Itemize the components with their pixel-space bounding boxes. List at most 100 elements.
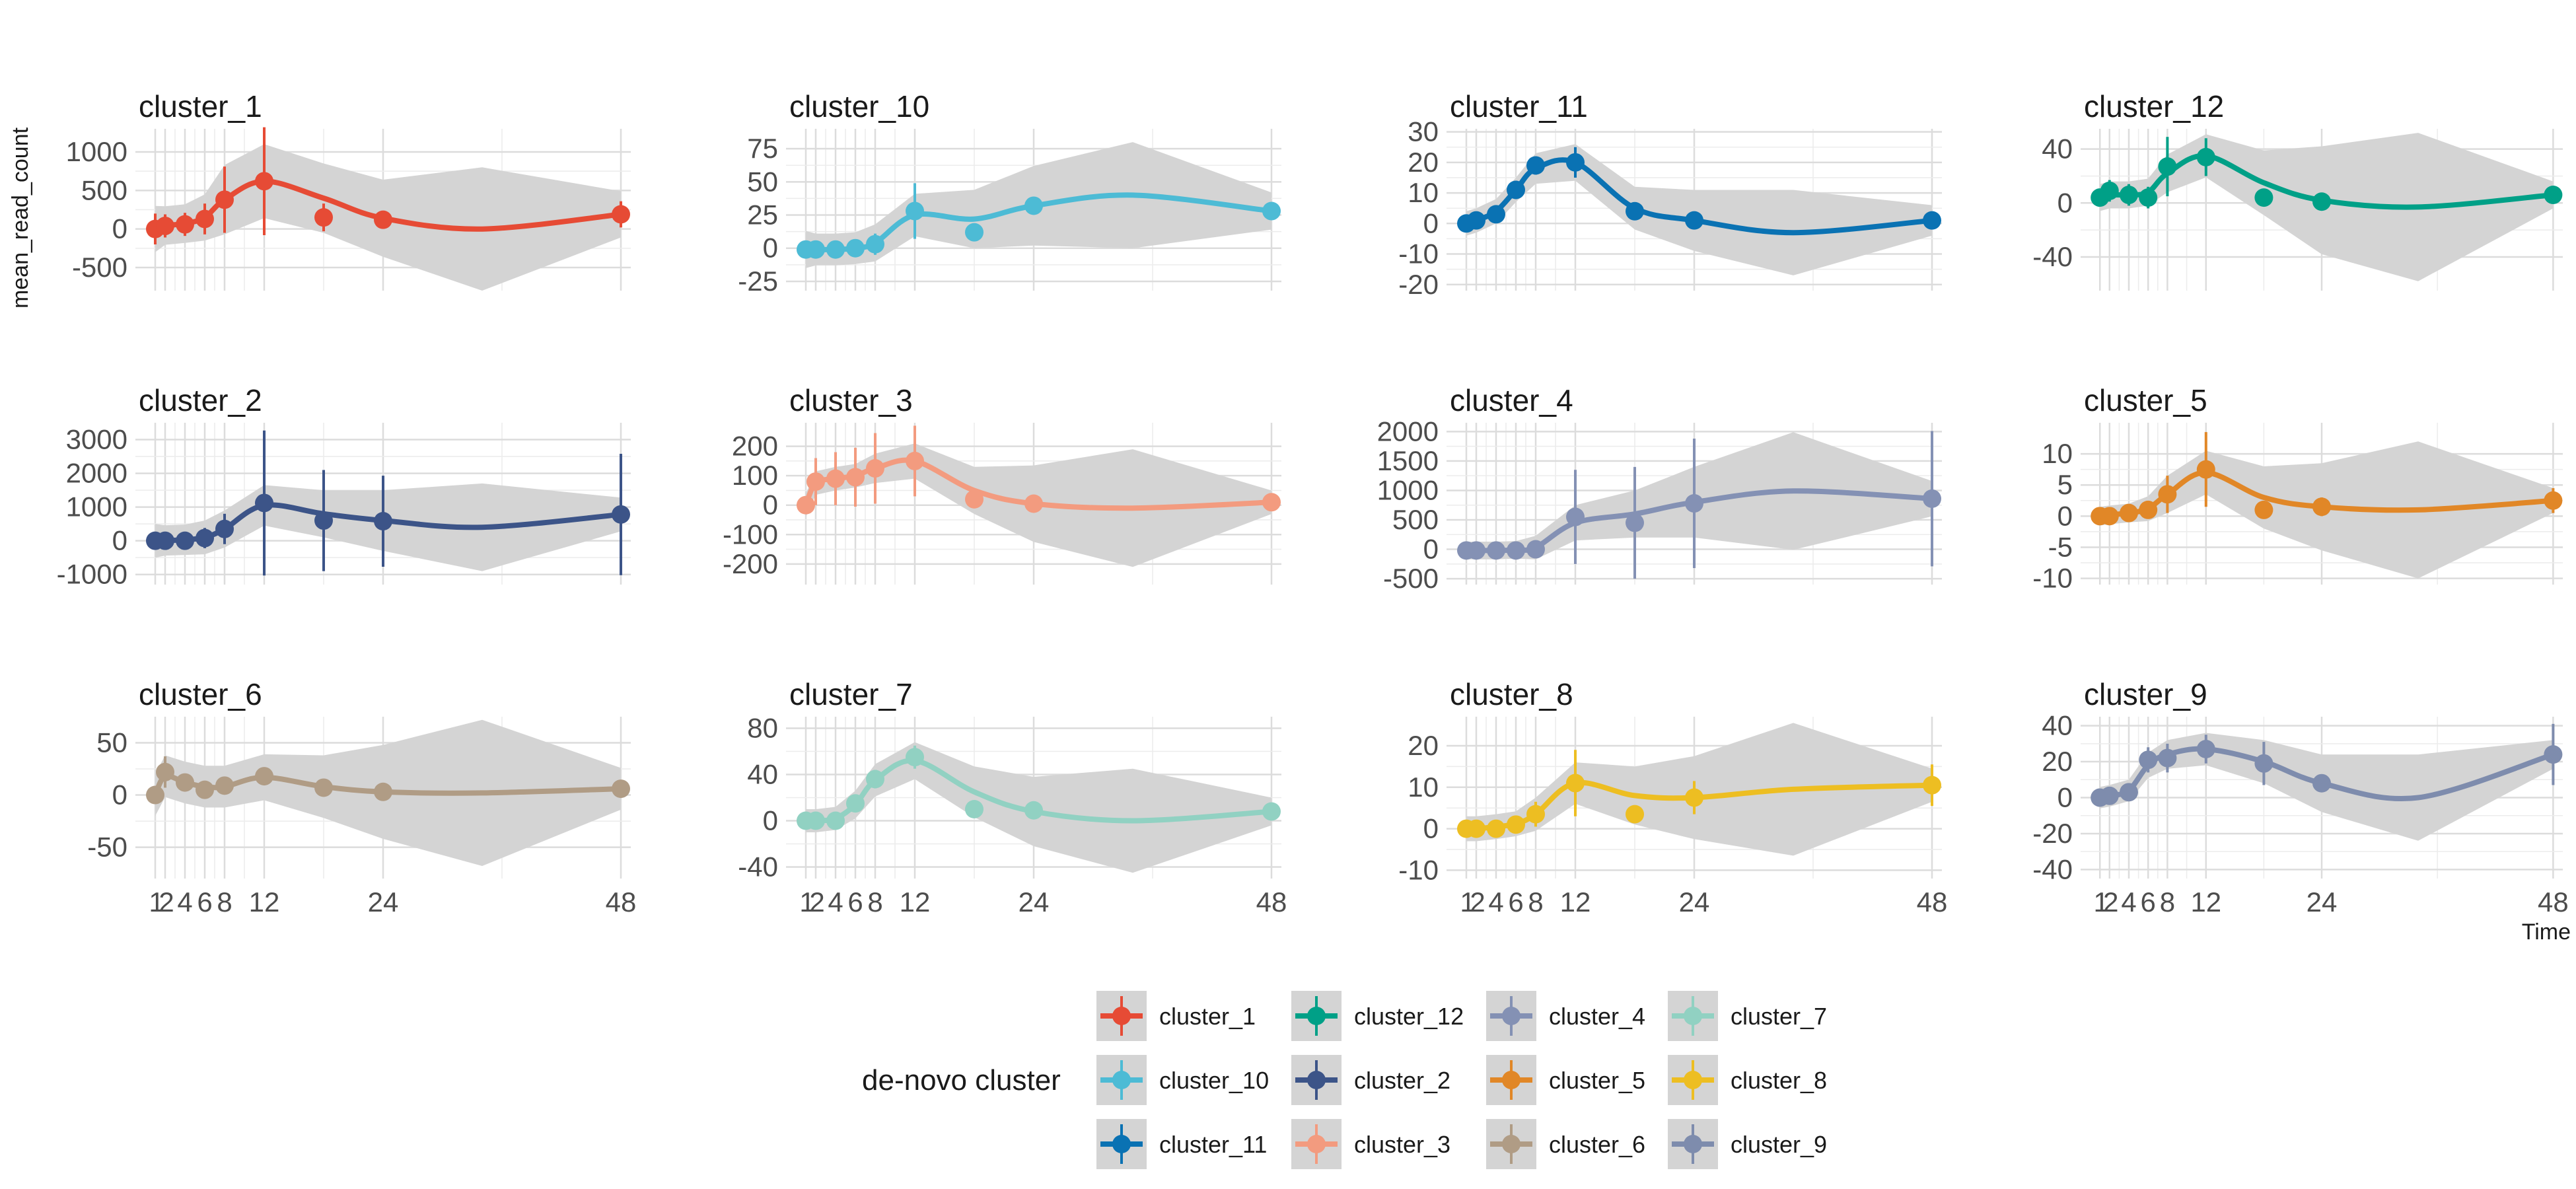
facet-panel: cluster_12 -40 0 40 bbox=[2032, 89, 2563, 291]
legend-key-point bbox=[1684, 1007, 1702, 1025]
x-tick-label: 24 bbox=[2307, 886, 2338, 918]
data-point bbox=[1566, 507, 1585, 526]
data-point bbox=[1262, 802, 1281, 821]
data-point bbox=[1487, 541, 1505, 560]
legend-item: cluster_7 bbox=[1668, 991, 1827, 1041]
y-tick-label: -40 bbox=[2032, 241, 2073, 272]
data-point bbox=[1566, 774, 1585, 793]
y-tick-label: 100 bbox=[732, 460, 778, 491]
facet-panels: cluster_1-50005001000cluster_10-25025507… bbox=[57, 89, 2569, 918]
data-point bbox=[1467, 819, 1485, 838]
x-tick-label: 4 bbox=[828, 886, 843, 918]
confidence-ribbon bbox=[1466, 144, 1932, 275]
facet-title: cluster_11 bbox=[1450, 89, 1588, 124]
data-point bbox=[965, 489, 984, 509]
legend-label: cluster_12 bbox=[1354, 1003, 1464, 1030]
data-point bbox=[806, 472, 825, 491]
data-point bbox=[1685, 788, 1703, 807]
y-tick-label: 0 bbox=[112, 213, 127, 244]
legend-item: cluster_2 bbox=[1291, 1055, 1450, 1105]
data-point bbox=[906, 451, 924, 470]
y-tick-label: 0 bbox=[1423, 813, 1439, 844]
y-tick-label: 75 bbox=[747, 133, 778, 164]
y-axis-title: mean_read_count bbox=[8, 127, 33, 308]
data-point bbox=[2100, 181, 2119, 200]
x-tick-label: 6 bbox=[197, 886, 212, 918]
data-point bbox=[826, 811, 845, 830]
data-point bbox=[176, 531, 194, 550]
legend-item: cluster_8 bbox=[1668, 1055, 1827, 1105]
y-tick-label: 0 bbox=[2057, 187, 2073, 218]
facet-title: cluster_6 bbox=[139, 677, 262, 711]
legend-key-point bbox=[1684, 1135, 1702, 1153]
y-tick-label: 1000 bbox=[66, 136, 127, 167]
x-tick-label: 24 bbox=[368, 886, 399, 918]
x-tick-label: 1 bbox=[149, 886, 164, 918]
data-point bbox=[176, 773, 194, 792]
y-tick-label: -10 bbox=[2032, 563, 2073, 594]
legend-label: cluster_11 bbox=[1159, 1131, 1267, 1158]
y-tick-label: -25 bbox=[738, 266, 778, 297]
data-point bbox=[2196, 460, 2215, 479]
x-tick-label: 6 bbox=[1508, 886, 1523, 918]
data-point bbox=[2196, 147, 2215, 166]
data-point bbox=[2100, 786, 2119, 805]
y-tick-label: -10 bbox=[1398, 854, 1439, 885]
data-point bbox=[1024, 196, 1043, 215]
y-tick-label: 1500 bbox=[1377, 445, 1439, 476]
y-tick-label: 0 bbox=[2057, 500, 2073, 531]
data-point bbox=[215, 776, 234, 795]
y-tick-label: -40 bbox=[738, 851, 778, 883]
data-point bbox=[1685, 211, 1703, 230]
data-point bbox=[196, 528, 214, 548]
x-tick-label: 1 bbox=[2094, 886, 2109, 918]
data-point bbox=[866, 234, 884, 254]
y-tick-label: 500 bbox=[81, 174, 127, 205]
facet-title: cluster_3 bbox=[789, 383, 913, 417]
y-tick-label: 0 bbox=[112, 779, 127, 811]
data-point bbox=[314, 208, 333, 227]
facet-title: cluster_7 bbox=[789, 677, 913, 711]
data-point bbox=[2139, 188, 2158, 207]
data-point bbox=[1507, 180, 1525, 199]
data-point bbox=[146, 785, 164, 805]
x-tick-label: 8 bbox=[1528, 886, 1543, 918]
facet-panel: cluster_1 -500 0 500 1000 bbox=[66, 89, 631, 291]
data-point bbox=[314, 778, 333, 797]
x-tick-label: 12 bbox=[900, 886, 931, 918]
y-tick-label: 500 bbox=[1392, 504, 1439, 535]
x-axis-title: Time bbox=[2522, 919, 2571, 945]
data-point bbox=[2120, 186, 2138, 205]
y-tick-label: 50 bbox=[747, 166, 778, 197]
data-point bbox=[866, 459, 884, 478]
legend-key-point bbox=[1112, 1007, 1131, 1025]
x-tick-label: 8 bbox=[2160, 886, 2175, 918]
data-point bbox=[1487, 819, 1505, 838]
data-point bbox=[806, 811, 825, 830]
legend-item: cluster_10 bbox=[1096, 1055, 1269, 1105]
data-point bbox=[374, 210, 392, 229]
data-point bbox=[255, 767, 273, 786]
x-tick-label: 2 bbox=[2103, 886, 2118, 918]
data-point bbox=[1024, 494, 1043, 513]
data-point bbox=[1526, 540, 1545, 559]
y-tick-label: 10 bbox=[2042, 438, 2073, 469]
legend-item: cluster_12 bbox=[1291, 991, 1464, 1041]
data-point bbox=[1507, 541, 1525, 560]
data-point bbox=[1626, 513, 1644, 532]
data-point bbox=[215, 190, 234, 209]
facet-title: cluster_4 bbox=[1450, 383, 1573, 417]
data-point bbox=[1467, 541, 1485, 560]
x-tick-label: 12 bbox=[2190, 886, 2221, 918]
data-point bbox=[846, 468, 865, 487]
data-point bbox=[2544, 491, 2563, 510]
y-tick-label: 1000 bbox=[66, 491, 127, 522]
data-point bbox=[612, 205, 630, 224]
legend-key-point bbox=[1502, 1135, 1521, 1153]
x-tick-label: 2 bbox=[809, 886, 824, 918]
